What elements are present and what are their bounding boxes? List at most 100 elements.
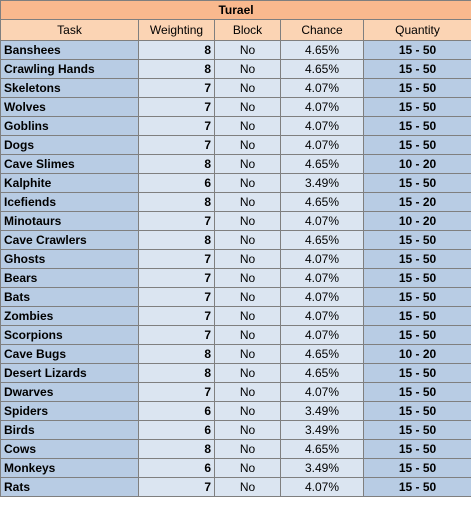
- task-cell: Goblins: [0, 116, 139, 136]
- title-row: Turael: [0, 0, 471, 20]
- quantity-cell: 15 - 50: [362, 420, 471, 440]
- chance-cell: 4.07%: [280, 135, 364, 155]
- block-cell: No: [214, 59, 281, 79]
- block-cell: No: [214, 135, 281, 155]
- quantity-cell: 10 - 20: [362, 344, 471, 364]
- quantity-cell: 15 - 50: [362, 268, 471, 288]
- quantity-cell: 15 - 50: [362, 78, 471, 98]
- task-cell: Spiders: [0, 401, 139, 421]
- chance-cell: 4.07%: [280, 268, 364, 288]
- quantity-cell: 15 - 50: [362, 287, 471, 307]
- weighting-cell: 7: [138, 249, 215, 269]
- chance-cell: 4.65%: [280, 363, 364, 383]
- header-chance: Chance: [280, 19, 364, 41]
- table-body: Banshees 8 No 4.65% 15 - 50 Crawling Hands 8 No…: [0, 40, 471, 497]
- weighting-cell: 7: [138, 135, 215, 155]
- block-cell: No: [214, 439, 281, 459]
- table-row: Banshees 8 No 4.65% 15 - 50: [0, 40, 471, 60]
- quantity-cell: 15 - 50: [362, 477, 471, 497]
- task-cell: Monkeys: [0, 458, 139, 478]
- chance-cell: 4.07%: [280, 306, 364, 326]
- task-cell: Cave Slimes: [0, 154, 139, 174]
- header-row: Task Weighting Block Chance Quantity: [0, 19, 471, 41]
- quantity-cell: 15 - 50: [362, 230, 471, 250]
- table-row: Cave Crawlers 8 No 4.65% 15 - 50: [0, 230, 471, 250]
- block-cell: No: [214, 344, 281, 364]
- quantity-cell: 10 - 20: [362, 211, 471, 231]
- task-cell: Bats: [0, 287, 139, 307]
- table-row: Minotaurs 7 No 4.07% 10 - 20: [0, 211, 471, 231]
- chance-cell: 4.65%: [280, 439, 364, 459]
- weighting-cell: 6: [138, 420, 215, 440]
- table-row: Monkeys 6 No 3.49% 15 - 50: [0, 458, 471, 478]
- header-weighting: Weighting: [138, 19, 215, 41]
- task-cell: Cave Crawlers: [0, 230, 139, 250]
- task-cell: Crawling Hands: [0, 59, 139, 79]
- table-row: Scorpions 7 No 4.07% 15 - 50: [0, 325, 471, 345]
- table-row: Birds 6 No 3.49% 15 - 50: [0, 420, 471, 440]
- quantity-cell: 15 - 50: [362, 401, 471, 421]
- table-row: Spiders 6 No 3.49% 15 - 50: [0, 401, 471, 421]
- block-cell: No: [214, 249, 281, 269]
- task-cell: Dwarves: [0, 382, 139, 402]
- quantity-cell: 15 - 50: [362, 382, 471, 402]
- quantity-cell: 15 - 50: [362, 40, 471, 60]
- weighting-cell: 8: [138, 344, 215, 364]
- chance-cell: 4.07%: [280, 97, 364, 117]
- weighting-cell: 7: [138, 268, 215, 288]
- weighting-cell: 8: [138, 230, 215, 250]
- header-task: Task: [0, 19, 139, 41]
- task-cell: Birds: [0, 420, 139, 440]
- weighting-cell: 8: [138, 363, 215, 383]
- table-row: Rats 7 No 4.07% 15 - 50: [0, 477, 471, 497]
- task-cell: Wolves: [0, 97, 139, 117]
- weighting-cell: 7: [138, 306, 215, 326]
- chance-cell: 4.07%: [280, 211, 364, 231]
- block-cell: No: [214, 306, 281, 326]
- task-cell: Desert Lizards: [0, 363, 139, 383]
- chance-cell: 4.07%: [280, 116, 364, 136]
- block-cell: No: [214, 116, 281, 136]
- weighting-cell: 8: [138, 192, 215, 212]
- table-title: Turael: [0, 0, 471, 20]
- table-row: Goblins 7 No 4.07% 15 - 50: [0, 116, 471, 136]
- quantity-cell: 15 - 50: [362, 116, 471, 136]
- weighting-cell: 7: [138, 477, 215, 497]
- quantity-cell: 15 - 50: [362, 325, 471, 345]
- chance-cell: 3.49%: [280, 173, 364, 193]
- chance-cell: 4.07%: [280, 477, 364, 497]
- table-row: Kalphite 6 No 3.49% 15 - 50: [0, 173, 471, 193]
- table-row: Crawling Hands 8 No 4.65% 15 - 50: [0, 59, 471, 79]
- task-cell: Dogs: [0, 135, 139, 155]
- task-cell: Cave Bugs: [0, 344, 139, 364]
- chance-cell: 4.65%: [280, 230, 364, 250]
- weighting-cell: 8: [138, 59, 215, 79]
- block-cell: No: [214, 363, 281, 383]
- chance-cell: 4.65%: [280, 344, 364, 364]
- chance-cell: 4.07%: [280, 249, 364, 269]
- weighting-cell: 7: [138, 325, 215, 345]
- weighting-cell: 7: [138, 116, 215, 136]
- table-row: Dwarves 7 No 4.07% 15 - 50: [0, 382, 471, 402]
- chance-cell: 4.07%: [280, 325, 364, 345]
- quantity-cell: 10 - 20: [362, 154, 471, 174]
- weighting-cell: 7: [138, 211, 215, 231]
- chance-cell: 4.07%: [280, 287, 364, 307]
- block-cell: No: [214, 230, 281, 250]
- chance-cell: 3.49%: [280, 401, 364, 421]
- task-cell: Kalphite: [0, 173, 139, 193]
- table-row: Zombies 7 No 4.07% 15 - 50: [0, 306, 471, 326]
- turael-task-table: Turael Task Weighting Block Chance Quant…: [0, 0, 471, 497]
- chance-cell: 4.07%: [280, 78, 364, 98]
- weighting-cell: 6: [138, 173, 215, 193]
- block-cell: No: [214, 192, 281, 212]
- weighting-cell: 7: [138, 382, 215, 402]
- weighting-cell: 8: [138, 439, 215, 459]
- header-block: Block: [214, 19, 281, 41]
- block-cell: No: [214, 97, 281, 117]
- chance-cell: 4.65%: [280, 59, 364, 79]
- block-cell: No: [214, 154, 281, 174]
- table-row: Ghosts 7 No 4.07% 15 - 50: [0, 249, 471, 269]
- block-cell: No: [214, 287, 281, 307]
- chance-cell: 3.49%: [280, 458, 364, 478]
